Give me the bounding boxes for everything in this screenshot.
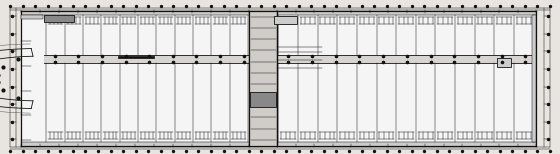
Bar: [21, 11, 249, 146]
Bar: [277, 55, 536, 63]
Bar: [118, 56, 154, 58]
Bar: [277, 142, 536, 146]
Bar: [274, 16, 297, 24]
Bar: [21, 15, 43, 19]
Bar: [21, 11, 249, 15]
Bar: [21, 142, 249, 146]
Bar: [249, 11, 277, 146]
Bar: [532, 15, 536, 142]
Bar: [497, 58, 511, 67]
Bar: [44, 55, 249, 63]
Bar: [250, 92, 276, 107]
Bar: [249, 11, 277, 146]
Bar: [277, 11, 536, 15]
Bar: [277, 11, 536, 146]
Bar: [44, 15, 74, 22]
